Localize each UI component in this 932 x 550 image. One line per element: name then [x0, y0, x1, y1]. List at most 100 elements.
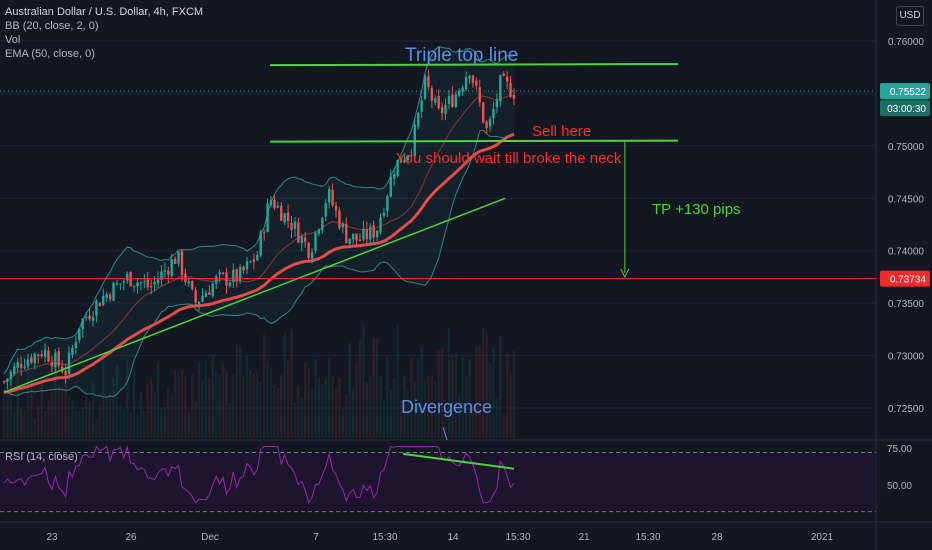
candle-body	[416, 112, 420, 127]
bb-basis	[3, 94, 515, 383]
candle	[54, 348, 57, 372]
ema-indicator-label[interactable]: EMA (50, close, 0)	[5, 48, 95, 60]
price-tick-label: 0.73000	[888, 352, 925, 363]
candle-body	[78, 328, 81, 341]
candle	[334, 201, 338, 218]
candle	[30, 353, 33, 365]
candle	[300, 233, 303, 252]
candle	[143, 273, 146, 289]
candle	[293, 217, 297, 237]
candle-body	[430, 88, 434, 101]
volume-bar	[105, 396, 108, 438]
volume-bar	[108, 393, 112, 438]
candle	[252, 253, 256, 270]
grid	[0, 40, 876, 409]
volume-bar	[228, 403, 232, 438]
candle-body	[276, 205, 280, 208]
time-tick-label: 2021	[811, 532, 834, 543]
candle-body	[47, 350, 50, 362]
candle-body	[184, 273, 187, 283]
volume-bar	[43, 410, 47, 438]
candle-body	[386, 196, 389, 211]
candle	[386, 194, 389, 218]
annotation-tp: TP +130 pips	[652, 201, 741, 218]
candle	[297, 217, 300, 244]
volume-bar	[143, 411, 146, 438]
time-tick-label: Dec	[201, 532, 219, 543]
volume-bar	[74, 410, 78, 438]
volume-bar	[310, 387, 314, 438]
candle-body	[218, 272, 221, 275]
candle-body	[423, 75, 427, 99]
volume-bar	[338, 377, 341, 438]
volume-bar	[269, 367, 273, 438]
volume-bar	[67, 396, 71, 438]
candle-body	[471, 75, 475, 83]
volume-bar	[413, 381, 416, 438]
candle-body	[187, 281, 191, 284]
candle	[410, 149, 413, 162]
candle-body	[149, 286, 153, 288]
candle	[482, 101, 485, 124]
volume-bar	[447, 327, 451, 438]
candle-body	[256, 254, 259, 261]
volume-bar	[290, 329, 293, 438]
candle	[235, 268, 238, 288]
candle-body	[119, 283, 122, 285]
candle	[119, 283, 122, 291]
candle-body	[447, 95, 451, 105]
candle-body	[314, 232, 317, 251]
candle-body	[191, 281, 194, 290]
series-title[interactable]: Australian Dollar / U.S. Dollar, 4h, FXC…	[5, 6, 204, 18]
volume-bar	[163, 406, 167, 438]
candle-body	[444, 105, 447, 115]
candle	[362, 220, 365, 242]
candle-body	[399, 157, 403, 163]
volume-bar	[225, 372, 228, 438]
candle-body	[310, 252, 314, 259]
candle-body	[492, 108, 495, 119]
candle-body	[488, 119, 492, 127]
neckline	[270, 139, 679, 143]
candle-body	[245, 261, 249, 270]
currency-button[interactable]: USD	[896, 6, 924, 26]
level-price-badge-text: 0.73734	[890, 275, 927, 286]
candle	[286, 204, 290, 229]
candle-body	[64, 370, 67, 376]
candle	[509, 76, 512, 98]
volume-bar	[307, 368, 310, 438]
candle-body	[170, 259, 173, 277]
volume-bar	[372, 337, 375, 438]
volume-bar	[47, 399, 50, 438]
rsi-indicator-label[interactable]: RSI (14, close)	[5, 451, 78, 463]
volume-indicator-label[interactable]: Vol	[5, 34, 21, 46]
volume-bar	[218, 374, 221, 438]
volume-bar	[454, 352, 458, 438]
volume-bar	[458, 395, 461, 438]
candle-body	[420, 100, 423, 112]
candle	[26, 353, 30, 369]
volume-bars	[2, 322, 516, 438]
volume-bar	[341, 408, 345, 438]
candle	[67, 346, 71, 380]
candle	[215, 274, 218, 289]
volume-bar	[396, 325, 399, 438]
bb-indicator-label[interactable]: BB (20, close, 2, 0)	[5, 20, 99, 32]
countdown-badge-bg	[880, 100, 930, 117]
volume-bar	[304, 362, 307, 438]
price-tick-label: 0.76000	[888, 37, 925, 48]
candle	[23, 358, 26, 370]
volume-bar	[102, 361, 105, 438]
candle-body	[505, 76, 509, 82]
volume-bar	[122, 409, 125, 438]
countdown-badge-text: 03:00:30	[887, 104, 926, 115]
candle-body	[95, 300, 98, 316]
candle	[173, 256, 177, 264]
candle-body	[108, 294, 112, 300]
candle	[461, 85, 464, 96]
candle	[81, 317, 84, 338]
candle-body	[410, 155, 413, 157]
ema-line	[3, 132, 515, 394]
